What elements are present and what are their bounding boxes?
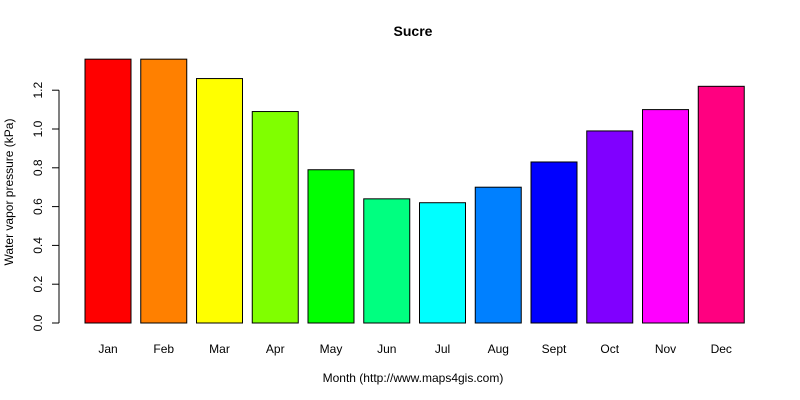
y-tick-label: 1.2 bbox=[31, 82, 45, 99]
x-tick-label: Jun bbox=[377, 342, 396, 356]
bar-jan bbox=[84, 58, 132, 324]
bar-oct bbox=[586, 130, 634, 324]
y-tick-label: 0.0 bbox=[31, 314, 45, 331]
y-tick-label: 0.6 bbox=[31, 198, 45, 215]
y-axis-label: Water vapor pressure (kPa) bbox=[2, 119, 16, 266]
x-tick-label: Jul bbox=[435, 342, 450, 356]
x-tick-label: Apr bbox=[266, 342, 285, 356]
x-tick-label: Aug bbox=[488, 342, 509, 356]
bar-may bbox=[307, 169, 355, 324]
y-axis: 0.0 0.2 0.4 0.6 0.8 1.0 1.2 bbox=[31, 82, 60, 331]
bar-sept bbox=[530, 161, 578, 324]
x-tick-label: Nov bbox=[655, 342, 676, 356]
x-tick-label: Mar bbox=[209, 342, 230, 356]
x-tick-labels: Jan Feb Mar Apr May Jun Jul Aug Sept Oct Nov Dec bbox=[98, 342, 732, 356]
bar-dec bbox=[697, 85, 745, 324]
y-tick-label: 0.4 bbox=[31, 237, 45, 254]
x-tick-label: Dec bbox=[711, 342, 732, 356]
y-tick-label: 0.8 bbox=[31, 159, 45, 176]
bar-mar bbox=[196, 78, 243, 324]
x-axis-label: Month (http://www.maps4gis.com) bbox=[323, 371, 504, 385]
bar-feb bbox=[140, 58, 188, 324]
bar-jun bbox=[363, 198, 411, 324]
chart-title: Sucre bbox=[394, 23, 433, 39]
y-tick-label: 1.0 bbox=[31, 120, 45, 137]
x-tick-label: Jan bbox=[98, 342, 117, 356]
bar-jul bbox=[419, 202, 466, 324]
x-tick-label: Sept bbox=[542, 342, 567, 356]
y-tick-label: 0.2 bbox=[31, 276, 45, 293]
bars-group bbox=[84, 58, 745, 324]
x-tick-label: May bbox=[320, 342, 343, 356]
x-tick-label: Feb bbox=[153, 342, 174, 356]
bar-apr bbox=[251, 111, 299, 324]
bar-aug bbox=[474, 186, 522, 324]
bar-nov bbox=[642, 109, 689, 324]
x-tick-label: Oct bbox=[600, 342, 619, 356]
